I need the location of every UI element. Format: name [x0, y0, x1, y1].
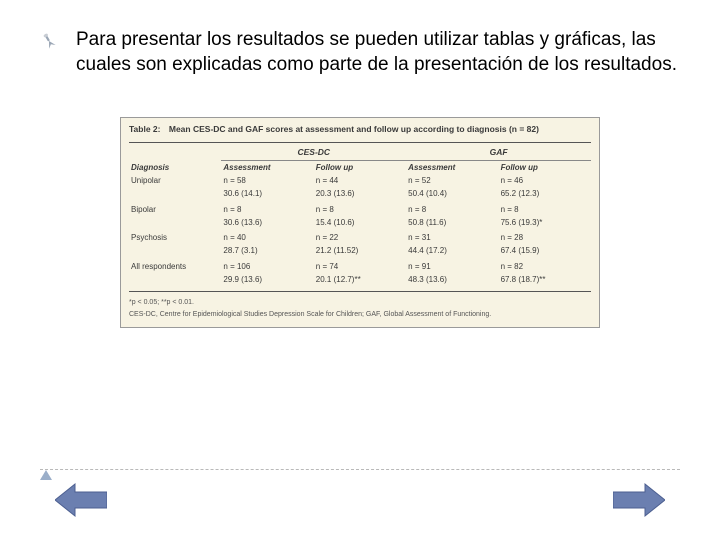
cell: 20.1 (12.7)** — [314, 274, 406, 287]
table-row: Unipolarn = 58n = 44n = 52n = 46 — [129, 175, 591, 188]
row-label: Bipolar — [129, 204, 221, 230]
rule — [129, 142, 591, 143]
cell: n = 82 — [499, 261, 591, 274]
data-table: Diagnosis CES-DC GAF Assessment Follow u… — [129, 146, 591, 290]
cell: n = 8 — [499, 204, 591, 217]
cell: 30.6 (13.6) — [221, 217, 313, 230]
footnote-abbrev: CES-DC, Centre for Epidemiological Studi… — [129, 310, 591, 319]
row-label: All respondents — [129, 261, 221, 287]
cell: n = 44 — [314, 175, 406, 188]
cell: n = 58 — [221, 175, 313, 188]
sub-followup-2: Follow up — [499, 161, 591, 175]
table-title-label: Table 2: — [129, 124, 161, 134]
cell: 44.4 (17.2) — [406, 245, 498, 258]
cell: n = 22 — [314, 232, 406, 245]
rule — [129, 291, 591, 292]
sub-assessment-1: Assessment — [221, 161, 313, 175]
bullet-text: Para presentar los resultados se pueden … — [76, 28, 680, 77]
cell: n = 52 — [406, 175, 498, 188]
cell: 20.3 (13.6) — [314, 188, 406, 201]
cell: n = 8 — [406, 204, 498, 217]
col-diagnosis: Diagnosis — [129, 146, 221, 175]
prev-slide-button[interactable] — [55, 482, 107, 518]
next-slide-button[interactable] — [613, 482, 665, 518]
group-gaf: GAF — [406, 146, 591, 161]
row-label: Unipolar — [129, 175, 221, 201]
table-footnotes: *p < 0.05; **p < 0.01. CES-DC, Centre fo… — [129, 298, 591, 319]
row-label: Psychosis — [129, 232, 221, 258]
footnote-significance: *p < 0.05; **p < 0.01. — [129, 298, 591, 307]
cell: n = 46 — [499, 175, 591, 188]
slide-body: Para presentar los resultados se pueden … — [0, 0, 720, 540]
cell: n = 74 — [314, 261, 406, 274]
cell: 21.2 (11.52) — [314, 245, 406, 258]
pushpin-icon — [40, 32, 58, 50]
sub-followup-1: Follow up — [314, 161, 406, 175]
cell: 29.9 (13.6) — [221, 274, 313, 287]
table-title-text: Mean CES-DC and GAF scores at assessment… — [169, 124, 539, 134]
cell: n = 40 — [221, 232, 313, 245]
table-row: All respondentsn = 106n = 74n = 91n = 82 — [129, 261, 591, 274]
cell: 28.7 (3.1) — [221, 245, 313, 258]
cell: n = 8 — [314, 204, 406, 217]
cell: n = 106 — [221, 261, 313, 274]
marker-icon — [40, 470, 52, 480]
divider — [40, 469, 680, 470]
cell: n = 31 — [406, 232, 498, 245]
cell: n = 91 — [406, 261, 498, 274]
bullet-row: Para presentar los resultados se pueden … — [40, 28, 680, 77]
table-title: Table 2: Mean CES-DC and GAF scores at a… — [129, 124, 591, 139]
cell: 50.8 (11.6) — [406, 217, 498, 230]
cell: 30.6 (14.1) — [221, 188, 313, 201]
group-cesdc: CES-DC — [221, 146, 406, 161]
cell: 15.4 (10.6) — [314, 217, 406, 230]
cell: 65.2 (12.3) — [499, 188, 591, 201]
cell: 67.4 (15.9) — [499, 245, 591, 258]
cell: n = 8 — [221, 204, 313, 217]
sub-assessment-2: Assessment — [406, 161, 498, 175]
embedded-table: Table 2: Mean CES-DC and GAF scores at a… — [120, 117, 600, 328]
table-row: Psychosisn = 40n = 22n = 31n = 28 — [129, 232, 591, 245]
table-row: Bipolarn = 8n = 8n = 8n = 8 — [129, 204, 591, 217]
cell: 75.6 (19.3)* — [499, 217, 591, 230]
cell: 50.4 (10.4) — [406, 188, 498, 201]
cell: 67.8 (18.7)** — [499, 274, 591, 287]
cell: n = 28 — [499, 232, 591, 245]
cell: 48.3 (13.6) — [406, 274, 498, 287]
